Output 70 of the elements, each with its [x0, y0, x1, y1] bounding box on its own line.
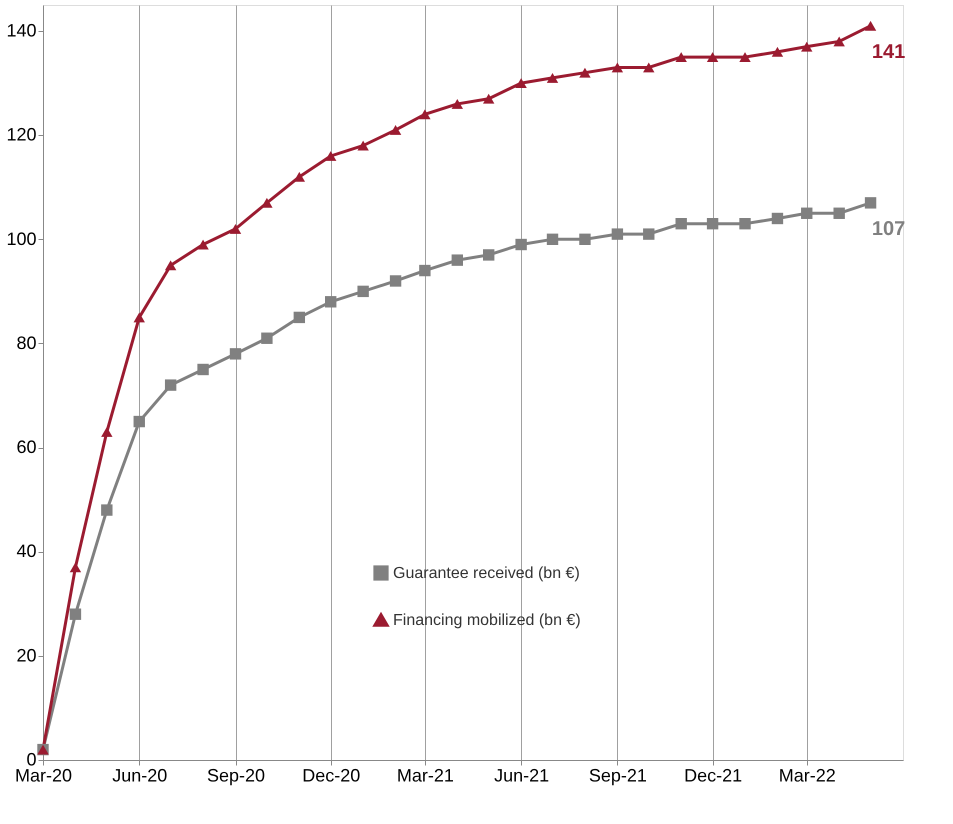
point	[833, 36, 845, 46]
point	[197, 240, 209, 250]
point	[70, 562, 82, 572]
point	[164, 260, 176, 270]
point	[676, 218, 687, 230]
point	[197, 364, 209, 376]
point	[833, 208, 845, 219]
point	[772, 46, 784, 57]
y-tick-label: 20	[16, 645, 36, 666]
point	[864, 20, 876, 31]
x-tick-label: Dec-20	[302, 766, 360, 786]
point	[772, 212, 784, 224]
x-tick-label: Mar-22	[778, 766, 836, 786]
y-tick-label: 140	[6, 20, 36, 41]
point	[230, 348, 242, 360]
point	[101, 504, 113, 516]
y-tick-label: 100	[6, 228, 36, 249]
point	[419, 264, 431, 276]
point	[643, 62, 654, 72]
point	[579, 68, 591, 78]
point	[739, 52, 751, 62]
x-tick-label: Mar-21	[396, 766, 454, 786]
point	[515, 238, 527, 250]
y-tick-label: 60	[16, 437, 36, 458]
point	[546, 72, 558, 83]
point	[164, 379, 176, 391]
point	[706, 218, 718, 230]
point	[706, 52, 718, 62]
point	[515, 78, 527, 88]
point	[579, 234, 591, 246]
y-tick-label: 80	[16, 332, 36, 353]
point	[390, 125, 402, 135]
point	[482, 249, 494, 261]
point	[70, 608, 82, 620]
x-tick-label: Sep-20	[206, 766, 266, 786]
point	[325, 296, 336, 308]
x-tick-label: Jun-20	[112, 766, 168, 786]
point	[482, 94, 494, 104]
point	[101, 427, 113, 437]
point	[261, 332, 273, 344]
point	[134, 312, 145, 322]
point	[739, 218, 751, 230]
x-tick-label: Jun-21	[494, 766, 550, 786]
point	[643, 228, 654, 240]
point	[546, 234, 558, 246]
point	[357, 286, 369, 298]
x-tick-label: Sep-21	[588, 766, 647, 786]
point	[325, 151, 336, 161]
point	[134, 416, 145, 428]
point	[294, 312, 306, 324]
x-tick-label: Dec-21	[684, 766, 742, 786]
y-tick-label: 40	[16, 541, 36, 562]
point	[801, 42, 812, 52]
point	[452, 254, 464, 266]
point	[452, 98, 464, 109]
data-label: 141	[872, 40, 906, 63]
point	[864, 197, 876, 209]
point	[390, 275, 402, 287]
point	[801, 208, 812, 219]
legend-label: Financing mobilized (bn €)	[393, 612, 581, 629]
point	[676, 52, 687, 62]
data-label: 107	[872, 218, 906, 240]
y-tick-label: 120	[6, 124, 36, 145]
point	[612, 228, 624, 240]
point	[612, 62, 624, 72]
point	[419, 109, 431, 120]
point	[230, 224, 242, 234]
legend-label: Guarantee received (bn €)	[393, 565, 580, 582]
point	[294, 172, 306, 182]
point	[357, 140, 369, 151]
